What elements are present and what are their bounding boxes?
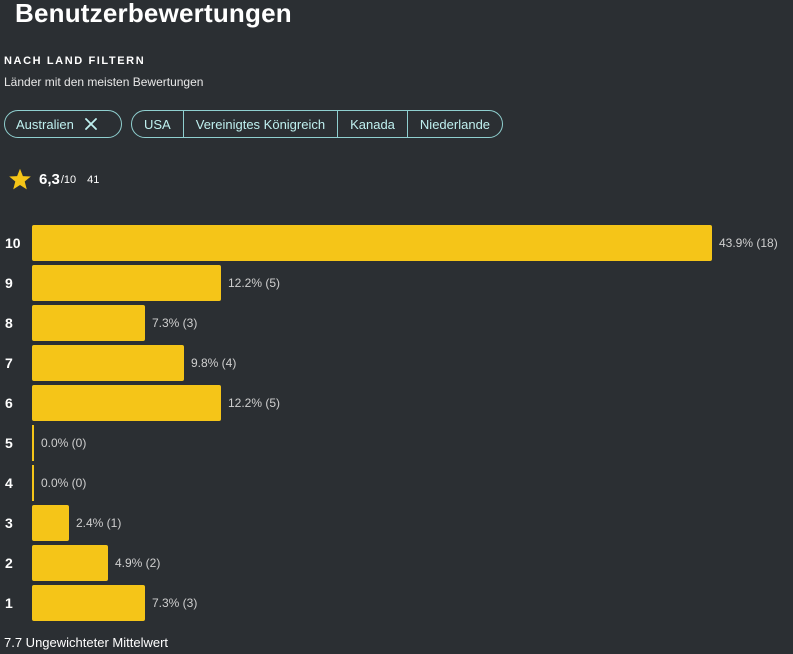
bar-value-label: 43.9% (18): [719, 236, 778, 250]
bar: [32, 505, 69, 541]
country-chip-netherlands[interactable]: Niederlande: [406, 111, 502, 137]
bar: [32, 545, 108, 581]
filter-subheading: Länder mit den meisten Bewertungen: [4, 75, 204, 89]
filter-heading: NACH LAND FILTERN: [4, 55, 146, 67]
bar-row: 2 4.9% (2): [0, 544, 793, 584]
bar-category-label: 1: [5, 595, 13, 611]
bar: [32, 345, 184, 381]
bar-category-label: 6: [5, 395, 13, 411]
bar-row: 3 2.4% (1): [0, 504, 793, 544]
bar-value-label: 12.2% (5): [228, 396, 281, 410]
bar-row: 10 43.9% (18): [0, 224, 793, 264]
bar-row: 6 12.2% (5): [0, 384, 793, 424]
bar-value-label: 7.3% (3): [152, 596, 198, 610]
country-chip-group: USA Vereinigtes Königreich Kanada Nieder…: [131, 110, 504, 138]
bar-category-label: 8: [5, 315, 13, 331]
bar-value-label: 9.8% (4): [191, 356, 237, 370]
bar-value-label: 4.9% (2): [115, 556, 161, 570]
country-chip-australia[interactable]: Australien: [4, 110, 122, 138]
page-title: Benutzerbewertungen: [15, 0, 292, 28]
bar: [32, 225, 712, 261]
bar: [32, 265, 221, 301]
bar-row: 1 7.3% (3): [0, 584, 793, 624]
chip-label: Australien: [16, 116, 74, 132]
bar-value-label: 12.2% (5): [228, 276, 281, 290]
bar: [32, 465, 34, 501]
bar-value-label: 2.4% (1): [76, 516, 122, 530]
bar-row: 8 7.3% (3): [0, 304, 793, 344]
bar: [32, 385, 221, 421]
bar: [32, 425, 34, 461]
close-icon[interactable]: [84, 117, 98, 131]
bar-category-label: 5: [5, 435, 13, 451]
star-icon: [8, 168, 32, 191]
bar: [32, 585, 145, 621]
bar-category-label: 3: [5, 515, 13, 531]
bar-category-label: 2: [5, 555, 13, 571]
bar: [32, 305, 145, 341]
bar-category-label: 7: [5, 355, 13, 371]
country-chip-canada[interactable]: Kanada: [337, 111, 407, 137]
bar-row: 9 12.2% (5): [0, 264, 793, 304]
bar-value-label: 0.0% (0): [41, 436, 87, 450]
bar-value-label: 0.0% (0): [41, 476, 87, 490]
bar-row: 4 0.0% (0): [0, 464, 793, 504]
rating-value: 6,3: [39, 171, 60, 188]
rating-summary: 6,3 /10 41: [8, 168, 99, 191]
bar-category-label: 4: [5, 475, 13, 491]
bar-category-label: 10: [5, 235, 21, 251]
bar-value-label: 7.3% (3): [152, 316, 198, 330]
rating-count: 41: [87, 173, 100, 186]
bar-category-label: 9: [5, 275, 13, 291]
country-chip-usa[interactable]: USA: [144, 116, 171, 132]
rating-scale: /10: [60, 173, 77, 186]
bar-row: 7 9.8% (4): [0, 344, 793, 384]
bar-row: 5 0.0% (0): [0, 424, 793, 464]
unweighted-mean: 7.7 Ungewichteter Mittelwert: [4, 635, 169, 650]
country-chip-uk[interactable]: Vereinigtes Königreich: [182, 111, 337, 137]
